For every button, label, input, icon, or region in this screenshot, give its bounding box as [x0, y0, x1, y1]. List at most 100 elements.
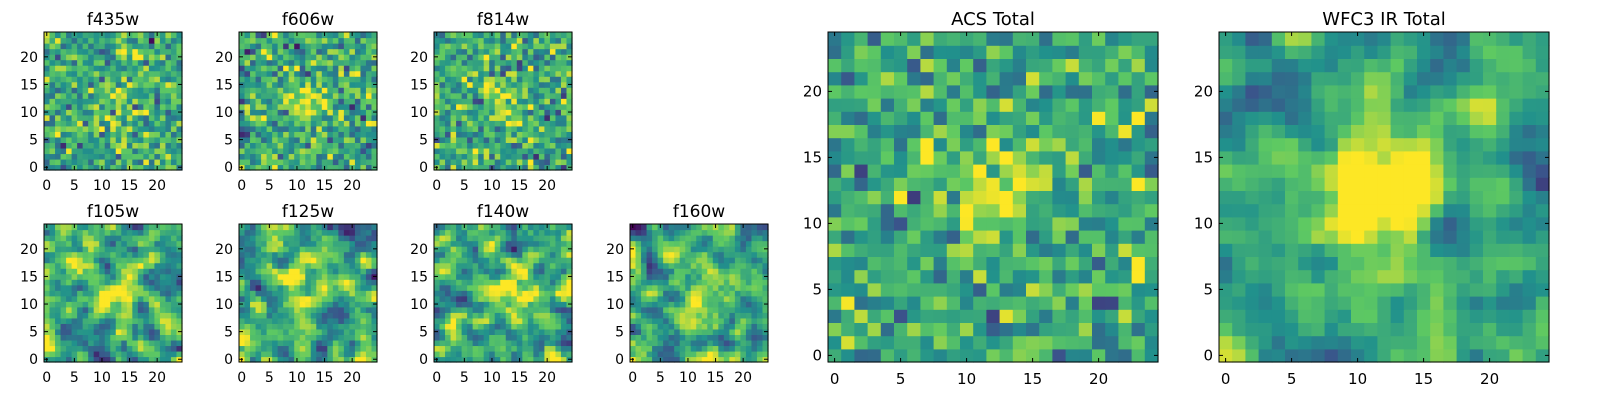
heatmap-cell [505, 262, 512, 269]
heatmap-cell [44, 312, 51, 319]
heatmap-cell [176, 147, 183, 155]
heatmap-cell [663, 262, 670, 269]
heatmap-cell [365, 147, 373, 155]
heatmap-cell [1065, 216, 1080, 231]
heatmap-cell [294, 273, 301, 280]
heatmap-cell [679, 295, 686, 302]
x-tick-label: 0 [432, 178, 441, 194]
heatmap-cell [121, 356, 128, 363]
heatmap-cell [505, 114, 512, 121]
heatmap-cell [668, 229, 675, 236]
heatmap-cell [148, 125, 155, 132]
heatmap-cell [973, 256, 987, 271]
heatmap-cell [137, 120, 144, 127]
heatmap-cell [756, 257, 764, 264]
heatmap-cell [294, 48, 301, 55]
heatmap-cell [1092, 335, 1106, 350]
heatmap-cell [505, 158, 512, 166]
heatmap-cell [137, 147, 144, 155]
heatmap-cell [434, 37, 441, 44]
heatmap-cell [461, 229, 468, 236]
heatmap-cell [60, 103, 67, 110]
heatmap-cell [60, 136, 67, 143]
heatmap-cell [511, 136, 518, 143]
heatmap-cell [635, 235, 642, 242]
heatmap-cell [110, 235, 117, 242]
heatmap-cell [327, 81, 334, 88]
heatmap-cell [685, 317, 692, 324]
heatmap-cell [646, 279, 653, 286]
heatmap-cell [1039, 243, 1053, 257]
heatmap-cell [349, 306, 356, 313]
heatmap-cell [170, 350, 178, 358]
heatmap-cell [343, 131, 350, 138]
heatmap-cell [327, 356, 334, 363]
heatmap-cell [360, 43, 367, 50]
heatmap-cell [762, 224, 769, 231]
heatmap-cell [310, 158, 317, 166]
heatmap-cell [137, 164, 144, 171]
heatmap-cell [516, 131, 523, 138]
heatmap-cell [283, 103, 290, 110]
heatmap-cell [354, 229, 362, 236]
heatmap-cell [854, 243, 869, 257]
heatmap-cell [718, 328, 725, 335]
heatmap-cell [483, 164, 490, 171]
heatmap-cell [121, 76, 128, 83]
x-tick-label: 5 [265, 178, 274, 194]
heatmap-cell [445, 345, 452, 352]
heatmap-cell [707, 345, 714, 352]
heatmap-cell [461, 76, 468, 83]
heatmap-cell [110, 257, 117, 264]
heatmap-cell [82, 65, 89, 72]
heatmap-cell [121, 65, 128, 72]
heatmap-cell [511, 246, 518, 253]
heatmap-cell [55, 59, 62, 66]
heatmap-cell [920, 348, 935, 363]
heatmap-cell [99, 76, 106, 83]
heatmap-cell [148, 235, 155, 242]
heatmap-cell [740, 323, 747, 330]
heatmap-cell [516, 37, 523, 44]
heatmap-cell [239, 158, 246, 166]
heatmap-cell [159, 306, 167, 313]
heatmap-cell [143, 246, 150, 253]
heatmap-cell [1092, 309, 1106, 323]
heatmap-cell [99, 92, 106, 99]
heatmap-cell [920, 269, 935, 284]
heatmap-cell [445, 290, 452, 297]
heatmap-cell [489, 59, 496, 66]
heatmap-cell [110, 356, 117, 363]
heatmap-cell [489, 87, 496, 94]
heatmap-cell [511, 306, 518, 313]
heatmap-cell [44, 240, 51, 247]
heatmap-cell [332, 103, 339, 110]
heatmap-cell [261, 147, 268, 155]
x-tick-label: 20 [343, 178, 361, 194]
heatmap-cell [745, 356, 753, 363]
heatmap-cell [143, 120, 150, 127]
heatmap-cell [740, 251, 747, 258]
heatmap-cell [371, 235, 378, 242]
heatmap-cell [310, 147, 317, 155]
heatmap-cell [745, 345, 753, 352]
heatmap-cell [516, 153, 523, 160]
heatmap-cell [261, 306, 268, 313]
heatmap-cell [283, 109, 290, 116]
heatmap-cell [946, 190, 961, 205]
heatmap-cell [288, 131, 295, 138]
heatmap-cell [472, 92, 479, 99]
heatmap-cell [66, 345, 73, 352]
heatmap-cell [841, 177, 855, 191]
heatmap-cell [679, 328, 686, 335]
heatmap-cell [1052, 177, 1067, 191]
heatmap-cell [751, 328, 758, 335]
heatmap-cell [143, 251, 150, 258]
heatmap-cell [338, 334, 345, 341]
heatmap-cell [244, 257, 251, 264]
heatmap-cell [652, 339, 659, 347]
heatmap-cell [494, 240, 501, 247]
heatmap-cell [66, 284, 73, 291]
heatmap-cell [299, 301, 306, 308]
heatmap-cell [489, 54, 496, 61]
